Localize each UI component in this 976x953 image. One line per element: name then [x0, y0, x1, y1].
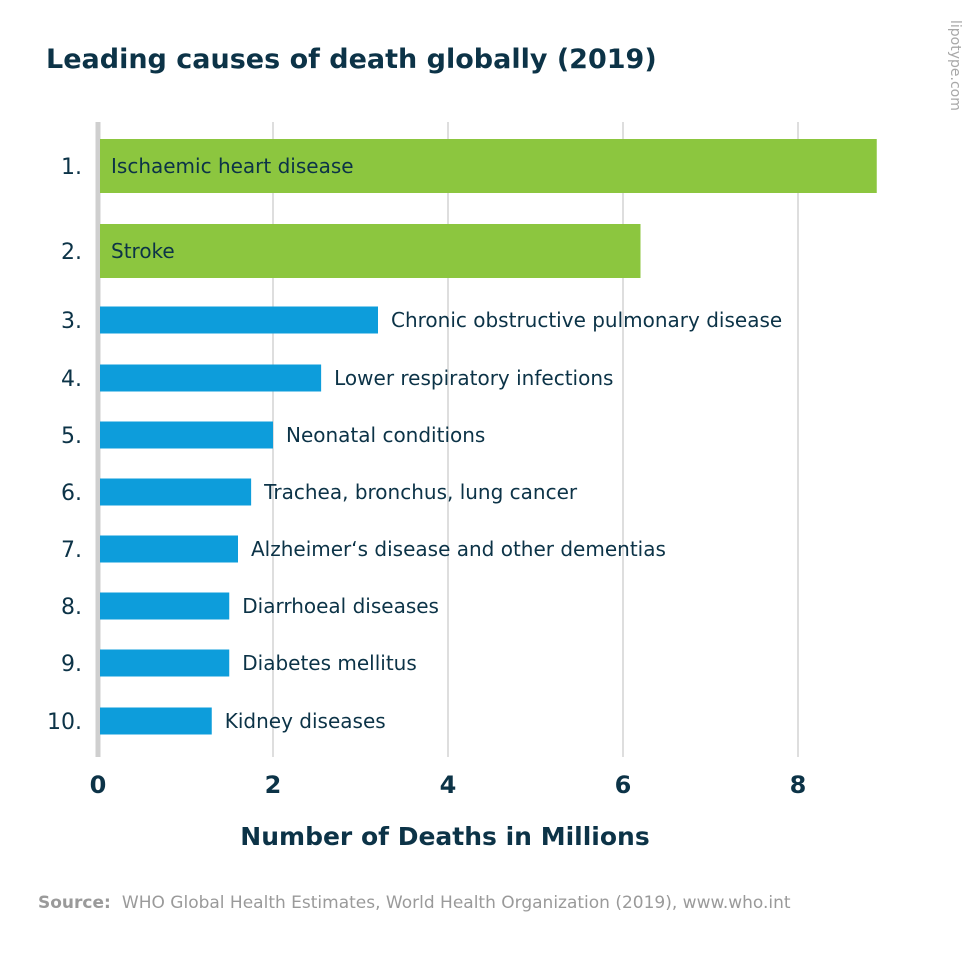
bar [100, 306, 378, 334]
bar [100, 535, 238, 563]
bar-label: Stroke [111, 239, 175, 263]
bar [100, 592, 230, 620]
bar-label: Kidney diseases [225, 709, 386, 733]
bar [100, 224, 641, 278]
rank-label: 10. [47, 710, 82, 735]
bar-label: Diabetes mellitus [242, 651, 417, 675]
bar-label: Neonatal conditions [286, 423, 485, 447]
rank-label: 3. [61, 309, 82, 334]
rank-label: 9. [61, 652, 82, 677]
x-tick-label: 4 [440, 771, 457, 799]
source-text: WHO Global Health Estimates, World Healt… [122, 893, 791, 913]
bar-label: Trachea, bronchus, lung cancer [263, 480, 578, 504]
x-axis-ticks: 0 2 4 6 8 [90, 771, 807, 799]
chart-title: Leading causes of death globally (2019) [46, 44, 657, 75]
rank-label: 1. [61, 155, 82, 180]
rank-label: 4. [61, 367, 82, 392]
bar [100, 421, 273, 449]
rank-label: 5. [61, 424, 82, 449]
bar [100, 364, 322, 392]
bar-label: Diarrhoeal diseases [242, 594, 439, 618]
source-line: Source: WHO Global Health Estimates, Wor… [38, 893, 791, 913]
x-tick-label: 0 [90, 771, 107, 799]
bar-label: Lower respiratory infections [334, 366, 613, 390]
bar-label: Ischaemic heart disease [111, 154, 354, 178]
x-axis-title: Number of Deaths in Millions [240, 822, 649, 851]
x-tick-label: 2 [265, 771, 282, 799]
bar [100, 478, 252, 506]
bar-label: Alzheimer‘s disease and other dementias [251, 537, 666, 561]
x-tick-label: 8 [790, 771, 807, 799]
rank-label: 8. [61, 595, 82, 620]
bars: 1. Ischaemic heart disease 2. Stroke 3. Chron… [47, 139, 877, 735]
x-tick-label: 6 [615, 771, 632, 799]
rank-label: 2. [61, 240, 82, 265]
source-label: Source: [38, 893, 111, 913]
rank-label: 6. [61, 481, 82, 506]
bar [100, 139, 877, 193]
bar [100, 649, 230, 677]
bar [100, 707, 212, 735]
bar-label: Chronic obstructive pulmonary disease [391, 308, 782, 332]
rank-label: 7. [61, 538, 82, 563]
watermark: lipotype.com [947, 20, 963, 111]
